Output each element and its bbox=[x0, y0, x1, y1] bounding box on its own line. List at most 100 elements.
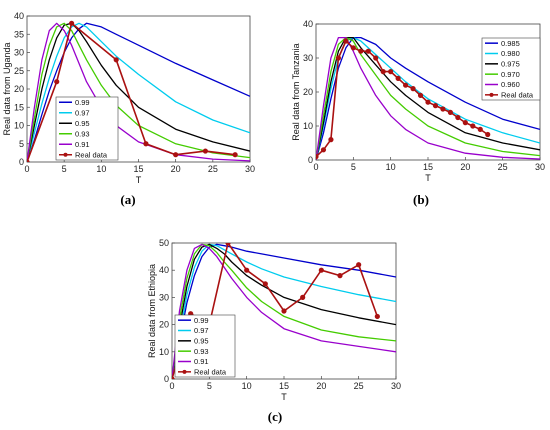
data-point bbox=[417, 92, 424, 99]
y-tick-label: 30 bbox=[303, 53, 313, 63]
x-tick-label: 30 bbox=[391, 381, 401, 391]
data-point bbox=[455, 114, 461, 121]
legend-entry: 0.97 bbox=[194, 326, 209, 335]
y-tick-label: 20 bbox=[159, 320, 169, 330]
series-line-0-91 bbox=[172, 243, 396, 379]
data-point bbox=[395, 75, 401, 82]
panel-label: (b) bbox=[413, 192, 429, 207]
data-point bbox=[328, 137, 334, 143]
x-tick-label: 20 bbox=[460, 162, 470, 172]
legend-entry: 0.99 bbox=[194, 316, 209, 325]
data-point bbox=[113, 57, 119, 63]
y-tick-label: 40 bbox=[159, 265, 169, 275]
legend-box bbox=[481, 37, 541, 101]
legend-entry: Real data bbox=[194, 368, 227, 377]
series-line-0-975 bbox=[316, 36, 540, 160]
legend-box bbox=[55, 96, 119, 161]
data-point bbox=[27, 159, 30, 162]
series-line-0-970 bbox=[316, 36, 540, 160]
data-point bbox=[143, 141, 149, 147]
legend-entry: 0.95 bbox=[75, 119, 90, 128]
data-point bbox=[318, 267, 324, 273]
y-axis-label: Real data from Ethiopia bbox=[147, 264, 157, 358]
data-point bbox=[343, 38, 349, 44]
data-point bbox=[262, 281, 268, 287]
x-tick-label: 20 bbox=[316, 381, 326, 391]
x-tick-label: 15 bbox=[133, 164, 143, 174]
data-point bbox=[403, 82, 409, 88]
x-axis-label: T bbox=[281, 392, 287, 402]
y-tick-label: 10 bbox=[303, 121, 313, 131]
y-tick-label: 20 bbox=[14, 84, 24, 94]
data-point bbox=[300, 294, 306, 300]
legend-entry: 0.93 bbox=[75, 129, 90, 138]
series-line-real-data bbox=[27, 22, 236, 162]
legend-entry: 0.95 bbox=[194, 337, 209, 346]
legend-entry: 0.975 bbox=[501, 60, 520, 69]
x-axis-label: T bbox=[425, 173, 431, 183]
y-tick-label: 15 bbox=[14, 102, 24, 112]
data-point bbox=[54, 79, 60, 85]
x-tick-label: 30 bbox=[245, 164, 255, 174]
legend-entry: Real data bbox=[75, 150, 108, 159]
y-tick-label: 0 bbox=[164, 374, 169, 384]
series-line-0-95 bbox=[27, 22, 250, 162]
series-group bbox=[316, 36, 540, 160]
y-tick-label: 20 bbox=[303, 87, 313, 97]
y-tick-label: 10 bbox=[14, 121, 24, 131]
data-point bbox=[202, 148, 208, 154]
data-point bbox=[477, 126, 483, 132]
data-point bbox=[281, 308, 287, 314]
series-line-0-99 bbox=[172, 243, 396, 379]
data-point bbox=[380, 69, 386, 75]
legend-marker bbox=[182, 369, 187, 374]
data-point bbox=[365, 48, 371, 54]
x-tick-label: 25 bbox=[498, 162, 508, 172]
x-tick-label: 20 bbox=[171, 164, 181, 174]
x-tick-label: 0 bbox=[169, 381, 174, 391]
data-point bbox=[232, 152, 238, 158]
y-tick-label: 25 bbox=[14, 66, 24, 76]
x-tick-label: 15 bbox=[279, 381, 289, 391]
y-tick-label: 50 bbox=[159, 238, 169, 248]
legend-entry: 0.970 bbox=[501, 70, 520, 79]
series-line-0-985 bbox=[316, 36, 540, 160]
x-tick-label: 0 bbox=[24, 164, 29, 174]
data-point bbox=[173, 152, 179, 158]
x-tick-label: 10 bbox=[96, 164, 106, 174]
y-tick-label: 35 bbox=[14, 29, 24, 39]
legend-marker bbox=[63, 152, 68, 157]
data-point bbox=[335, 55, 341, 61]
x-tick-label: 30 bbox=[535, 162, 545, 172]
x-tick-label: 5 bbox=[207, 381, 212, 391]
data-point bbox=[320, 147, 327, 153]
data-point bbox=[350, 45, 356, 51]
series-line-0-97 bbox=[172, 243, 396, 379]
data-point bbox=[485, 131, 491, 138]
data-point bbox=[172, 376, 175, 379]
y-tick-label: 5 bbox=[19, 139, 24, 149]
series-line-0-93 bbox=[27, 22, 250, 162]
series-line-0-97 bbox=[27, 22, 250, 162]
legend-entry: 0.980 bbox=[501, 49, 520, 58]
chart-panel-1: 0 5 10 15 20 25 30 0 5 10 15 20 25 30 35 40 T Real data f… bbox=[2, 11, 255, 207]
x-tick-label: 15 bbox=[423, 162, 433, 172]
series-group bbox=[27, 20, 250, 162]
y-tick-label: 40 bbox=[14, 11, 24, 21]
legend-entry: 0.97 bbox=[75, 108, 90, 117]
legend-marker bbox=[489, 92, 494, 97]
data-point bbox=[388, 69, 394, 75]
data-point bbox=[410, 86, 416, 92]
series-line-0-960 bbox=[316, 36, 540, 160]
data-point bbox=[374, 313, 380, 320]
data-point bbox=[337, 273, 343, 279]
panel-label: (a) bbox=[120, 192, 135, 207]
legend-entry: 0.91 bbox=[194, 357, 209, 366]
legend-entry: 0.960 bbox=[501, 80, 520, 89]
x-tick-label: 10 bbox=[386, 162, 396, 172]
data-point bbox=[244, 267, 250, 273]
x-tick-label: 10 bbox=[242, 381, 252, 391]
